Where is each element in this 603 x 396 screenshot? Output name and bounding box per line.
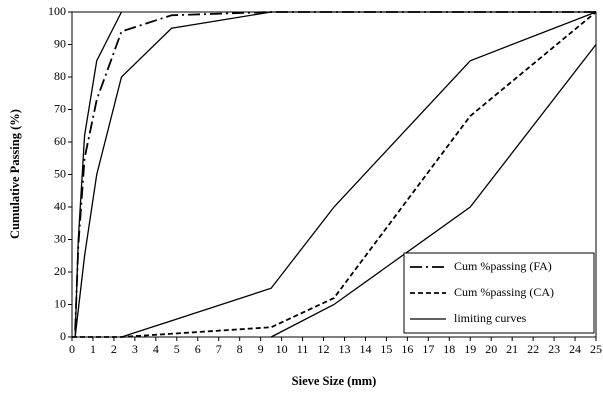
x-tick-label: 10 <box>276 342 288 356</box>
y-tick-label: 80 <box>54 69 66 83</box>
x-tick-label: 5 <box>174 342 180 356</box>
x-tick-label: 20 <box>485 342 497 356</box>
legend-label: limiting curves <box>454 311 527 325</box>
x-tick-label: 17 <box>422 342 434 356</box>
x-tick-label: 13 <box>338 342 350 356</box>
x-tick-label: 3 <box>132 342 138 356</box>
x-tick-label: 9 <box>258 342 264 356</box>
legend-label: Cum %passing (CA) <box>454 285 554 299</box>
x-tick-label: 16 <box>401 342 413 356</box>
x-tick-label: 1 <box>90 342 96 356</box>
y-tick-label: 20 <box>54 264 66 278</box>
y-tick-label: 0 <box>60 329 66 343</box>
y-tick-label: 60 <box>54 134 66 148</box>
x-tick-label: 23 <box>548 342 560 356</box>
y-tick-label: 70 <box>54 101 66 115</box>
x-tick-label: 11 <box>297 342 309 356</box>
x-tick-label: 2 <box>111 342 117 356</box>
y-tick-label: 10 <box>54 296 66 310</box>
y-tick-label: 100 <box>48 4 66 18</box>
x-tick-label: 14 <box>359 342 371 356</box>
x-tick-label: 8 <box>237 342 243 356</box>
y-tick-label: 40 <box>54 199 66 213</box>
x-tick-label: 4 <box>153 342 159 356</box>
y-axis-title: Cumulative Passing (%) <box>8 109 22 239</box>
x-tick-label: 22 <box>527 342 539 356</box>
x-tick-label: 15 <box>380 342 392 356</box>
data-line <box>74 11 597 338</box>
x-tick-label: 19 <box>464 342 476 356</box>
x-tick-label: 25 <box>590 342 602 356</box>
x-tick-label: 12 <box>318 342 330 356</box>
x-tick-label: 24 <box>569 342 581 356</box>
x-tick-label: 6 <box>195 342 201 356</box>
y-tick-label: 90 <box>54 36 66 50</box>
x-axis-title: Sieve Size (mm) <box>292 374 377 388</box>
x-tick-label: 0 <box>69 342 75 356</box>
x-tick-label: 18 <box>443 342 455 356</box>
y-tick-label: 30 <box>54 231 66 245</box>
y-tick-label: 50 <box>54 166 66 180</box>
x-tick-label: 7 <box>216 342 222 356</box>
x-tick-label: 21 <box>506 342 518 356</box>
legend-label: Cum %passing (FA) <box>454 259 552 273</box>
